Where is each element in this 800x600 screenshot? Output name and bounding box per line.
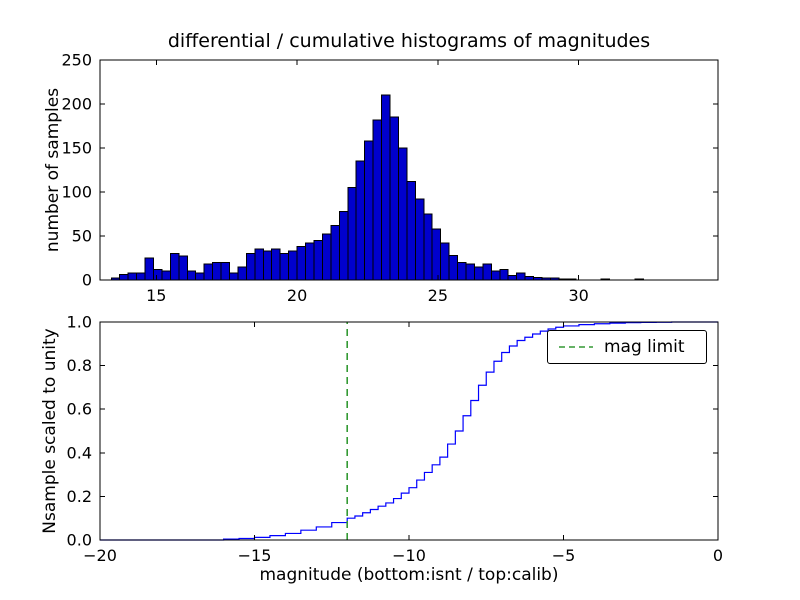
histogram-bar: [490, 270, 501, 281]
x-tick-label: 30: [568, 286, 588, 305]
histogram-bar: [516, 272, 526, 281]
histogram-bar: [389, 116, 399, 281]
y-tick-label: 0.0: [67, 531, 92, 550]
histogram-bar: [482, 263, 492, 281]
y-tick-label: 0.6: [67, 400, 92, 419]
histogram-bar: [288, 250, 298, 281]
histogram-bar: [355, 160, 366, 281]
histogram-bar: [245, 253, 256, 281]
histogram-bar: [473, 266, 484, 281]
x-tick-label: −15: [238, 546, 272, 565]
histogram-bar: [169, 253, 180, 281]
cumulative-line: [100, 321, 718, 541]
histogram-bar: [279, 253, 290, 281]
chart-title: differential / cumulative histograms of …: [167, 30, 651, 52]
histogram-bar: [338, 210, 349, 281]
histogram-bar: [212, 261, 222, 281]
mag-limit-line-sample: [559, 346, 593, 348]
histogram-bar: [152, 268, 163, 281]
histogram-bar: [507, 275, 518, 281]
x-tick-label: 0: [713, 546, 723, 565]
histogram-bar: [144, 257, 154, 281]
y-tick-label: 0.2: [67, 487, 92, 506]
histogram-bar: [186, 270, 197, 281]
x-tick-label: −20: [83, 546, 117, 565]
histogram-bar: [136, 272, 146, 281]
histogram-bar: [178, 255, 188, 281]
histogram-bar: [381, 94, 391, 281]
histogram-bar: [372, 119, 383, 281]
histogram-bar: [195, 272, 205, 281]
histogram-bar: [457, 261, 467, 281]
histogram-bar: [203, 263, 214, 281]
x-tick-label: −5: [552, 546, 576, 565]
bottom-xlabel: magnitude (bottom:isnt / top:calib): [259, 565, 559, 585]
y-tick-label: 0.8: [67, 356, 92, 375]
y-tick-label: 0.4: [67, 443, 92, 462]
histogram-bar: [431, 228, 442, 281]
histogram-bar: [161, 270, 171, 281]
histogram-bar: [262, 250, 273, 281]
y-tick-label: 0: [82, 271, 92, 290]
x-tick-label: 25: [428, 286, 448, 305]
histogram-bar: [440, 242, 450, 281]
histogram-bar: [229, 272, 239, 281]
histogram-bar: [296, 246, 307, 281]
axes-frame: [99, 59, 719, 281]
histogram-bar: [119, 274, 129, 281]
histogram-bar: [397, 147, 408, 281]
histogram-bar: [347, 187, 357, 281]
histogram-bar: [305, 242, 315, 281]
histogram-bar: [321, 233, 332, 281]
histogram-bar: [254, 248, 264, 281]
histogram-bar: [220, 261, 231, 281]
histogram-bar: [448, 254, 459, 281]
y-tick-label: 1.0: [67, 313, 92, 332]
histogram-bar: [364, 140, 374, 281]
y-tick-label: 250: [61, 51, 92, 70]
y-tick-label: 200: [61, 95, 92, 114]
y-tick-label: 50: [72, 227, 92, 246]
histogram-bar: [237, 266, 247, 281]
histogram-bar: [499, 268, 509, 281]
y-tick-label: 100: [61, 183, 92, 202]
histogram-bar: [313, 239, 323, 281]
bottom-ylabel: Nsample scaled to unity: [40, 328, 60, 534]
histogram-bar: [330, 224, 340, 281]
legend: mag limit: [547, 330, 707, 364]
histogram-bar: [465, 263, 475, 281]
histogram-bar: [423, 213, 433, 281]
histogram-bar: [406, 180, 416, 281]
x-tick-label: 15: [146, 286, 166, 305]
x-tick-label: −10: [392, 546, 426, 565]
x-tick-label: 20: [287, 286, 307, 305]
histogram-bar: [271, 248, 281, 281]
histogram-bar: [414, 198, 425, 281]
y-tick-label: 150: [61, 139, 92, 158]
histogram-bar: [524, 275, 535, 281]
legend-label: mag limit: [604, 337, 685, 357]
histogram-bar: [127, 272, 138, 281]
top-ylabel: number of samples: [43, 87, 63, 253]
